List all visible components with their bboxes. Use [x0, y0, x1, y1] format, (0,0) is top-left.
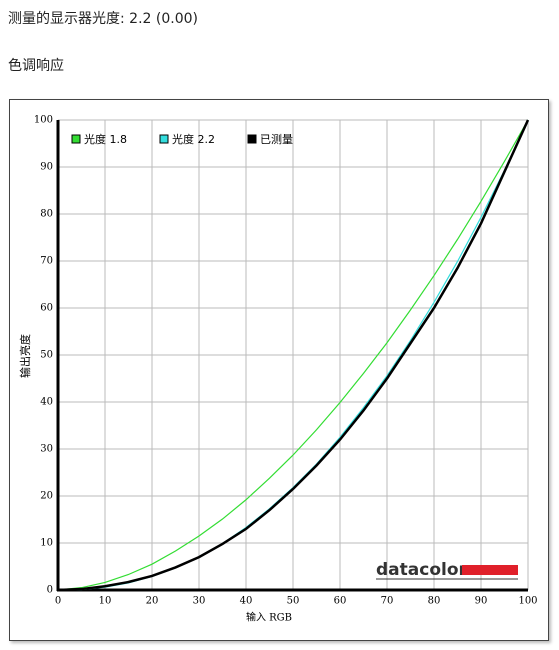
y-tick-label: 0: [47, 585, 53, 596]
x-tick-label: 0: [55, 596, 61, 607]
x-axis-label: 输入 RGB: [246, 611, 292, 624]
chart: 输入 RGB 输出亮度 0 10 20 30 40 50 60 70 80 90 100 0 10 20 3…: [18, 115, 538, 624]
y-tick-label: 40: [40, 397, 53, 408]
measured-gamma: 测量的显示器光度: 2.2 (0.00): [8, 11, 198, 27]
y-tick-label: 50: [40, 350, 53, 361]
y-tick-label: 80: [40, 209, 53, 220]
y-tick-label: 20: [40, 491, 53, 502]
x-tick-label: 90: [475, 596, 488, 607]
y-tick-label: 10: [40, 538, 53, 549]
x-tick-label: 70: [381, 596, 394, 607]
logo: datacolor: [376, 560, 468, 580]
x-tick-label: 10: [99, 596, 112, 607]
y-tick-label: 90: [40, 162, 53, 173]
series-line: [57, 119, 530, 592]
y-tick-label: 100: [34, 115, 53, 126]
legend-swatch: [247, 134, 257, 144]
legend-label: 光度 1.8: [84, 132, 127, 146]
x-tick-label: 100: [518, 596, 537, 607]
y-axis-label: 输出亮度: [18, 334, 32, 378]
legend-label: 已测量: [260, 133, 293, 146]
legend-swatch: [71, 134, 81, 144]
legend-swatch: [159, 134, 169, 144]
y-tick-label: 70: [40, 256, 53, 267]
y-tick-label: 60: [40, 303, 53, 314]
x-tick-label: 60: [334, 596, 347, 607]
x-tick-label: 80: [428, 596, 441, 607]
x-tick-label: 40: [240, 596, 253, 607]
chart-frame: 输入 RGB 输出亮度 0 10 20 30 40 50 60 70 80 90 100 0 10 20 3…: [9, 99, 549, 641]
legend-label: 光度 2.2: [172, 132, 215, 146]
x-tick-label: 30: [193, 596, 206, 607]
x-tick-label: 50: [287, 596, 300, 607]
section-title: 色调响应: [8, 58, 64, 74]
logo-bar: [462, 565, 518, 575]
series-line: [57, 119, 529, 591]
x-tick-label: 20: [146, 596, 159, 607]
y-tick-label: 30: [40, 444, 53, 455]
